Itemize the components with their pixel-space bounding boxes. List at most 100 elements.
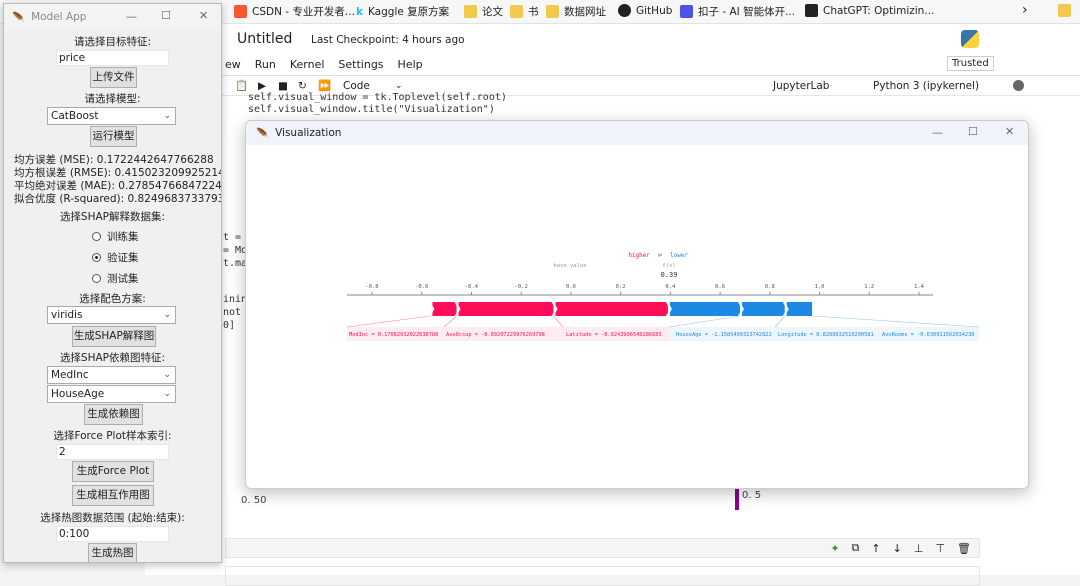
- negative-bar-segment: [741, 302, 785, 316]
- bookmark-kaggle[interactable]: k Kaggle 复原方案: [356, 4, 449, 19]
- color-select[interactable]: viridis ⌄: [47, 306, 176, 324]
- code-line: self.visual_window.title("Visualization"…: [248, 104, 495, 115]
- generate-force-plot-button[interactable]: 生成Force Plot: [72, 461, 154, 482]
- chevron-down-icon[interactable]: ⌄: [395, 80, 403, 91]
- kaggle-icon: k: [356, 5, 363, 18]
- bookmark-chatgpt[interactable]: ChatGPT: Optimizin...: [805, 4, 934, 17]
- github-icon: [618, 4, 631, 17]
- lower-label: lower: [670, 252, 688, 259]
- maximize-button[interactable]: ☐: [161, 9, 171, 22]
- axis-tick-label: -0.8: [365, 284, 378, 290]
- bookmark-coze[interactable]: 扣子 - AI 智能体开...: [680, 4, 795, 19]
- model-value: CatBoost: [51, 110, 99, 122]
- dependence-feature-2-select[interactable]: HouseAge ⌄: [47, 385, 176, 403]
- bookmark-github[interactable]: GitHub: [618, 4, 672, 17]
- code-cell[interactable]: [225, 566, 980, 586]
- close-button[interactable]: ✕: [1005, 125, 1015, 138]
- output-line: not: [223, 307, 242, 318]
- dependence-feature-1-select[interactable]: MedInc ⌄: [47, 366, 176, 384]
- window-title: Model App: [31, 11, 87, 23]
- folder-icon: [510, 5, 523, 18]
- heatmap-range-input[interactable]: 0:100: [56, 526, 169, 542]
- generate-shap-button[interactable]: 生成SHAP解释图: [72, 326, 156, 347]
- bookmark-folder[interactable]: [1058, 4, 1071, 17]
- plot-tick: 0. 5: [742, 490, 762, 501]
- radio-validation[interactable]: 验证集: [92, 250, 139, 265]
- segment-chevron: [454, 302, 461, 316]
- target-label: 请选择目标特征:: [73, 36, 152, 48]
- run-icon[interactable]: ▶: [258, 79, 267, 92]
- positive-bar-segment: [458, 302, 554, 316]
- restart-icon[interactable]: ↻: [298, 79, 307, 92]
- stop-icon[interactable]: ■: [278, 79, 288, 92]
- feature-label: Latitude = -0.9243906549286685: [566, 332, 662, 338]
- axis-tick-label: -0.6: [415, 284, 428, 290]
- ai-sparkle-icon[interactable]: ✦: [830, 541, 840, 555]
- feature-label: AveOccup = -0.09207229976269798: [446, 332, 545, 338]
- label-connector: [553, 315, 564, 328]
- title-bar: 🪶 Model App — ☐ ✕: [4, 4, 221, 30]
- delete-icon[interactable]: 🗑: [957, 541, 971, 555]
- axis-tick-label: 1.2: [864, 284, 874, 290]
- radio-label: 训练集: [107, 231, 139, 243]
- force-plot: higher ⇄ lower base value f(x) 0.39 -0.8…: [346, 251, 980, 341]
- move-up-icon[interactable]: ↑: [871, 541, 881, 555]
- menu-settings[interactable]: Settings: [338, 58, 384, 71]
- insert-above-icon[interactable]: ⊥: [913, 541, 924, 555]
- bookmark-label: 书: [528, 6, 539, 18]
- force-index-label: 选择Force Plot样本索引:: [53, 430, 172, 442]
- menu-help[interactable]: Help: [397, 58, 423, 71]
- run-model-button[interactable]: 运行模型: [90, 126, 137, 147]
- close-button[interactable]: ✕: [199, 9, 209, 22]
- trusted-badge[interactable]: Trusted: [947, 56, 994, 71]
- code-line: = Mo: [223, 245, 248, 256]
- force-index-input[interactable]: 2: [56, 444, 169, 460]
- feather-icon: 🪶: [12, 11, 26, 24]
- base-value-label: base value: [553, 263, 586, 269]
- bookmark-papers[interactable]: 论文: [464, 4, 503, 19]
- minimize-button[interactable]: —: [126, 10, 137, 23]
- bookmark-label: 数据网址: [564, 6, 606, 18]
- notebook-title[interactable]: Untitled: [237, 31, 293, 47]
- fast-forward-icon[interactable]: ⏩: [318, 80, 332, 92]
- menu-kernel[interactable]: Kernel: [289, 58, 325, 71]
- minimize-button[interactable]: —: [932, 126, 943, 139]
- r2-text: 拟合优度 (R-squared): 0.8249683733793027: [14, 193, 222, 205]
- jupyterlab-link[interactable]: JupyterLab: [773, 79, 830, 92]
- insert-below-icon[interactable]: ⊤: [935, 541, 946, 555]
- move-down-icon[interactable]: ↓: [892, 541, 902, 555]
- target-input[interactable]: price: [56, 50, 169, 66]
- duplicate-icon[interactable]: ⧉: [851, 541, 860, 554]
- chevron-down-icon: ⌄: [163, 370, 171, 380]
- generate-dependence-button[interactable]: 生成依赖图: [84, 404, 143, 425]
- generate-heatmap-button[interactable]: 生成热图: [88, 543, 137, 562]
- label-connector: [812, 315, 980, 328]
- menu-view[interactable]: ew: [225, 58, 241, 71]
- mse-text: 均方误差 (MSE): 0.1722442647766288: [14, 154, 214, 166]
- feature-label: Longitude = 0.8288932510290581: [778, 332, 874, 338]
- bookmark-csdn[interactable]: CSDN - 专业开发者...: [234, 4, 355, 19]
- label-connector: [443, 315, 457, 328]
- kernel-name[interactable]: Python 3 (ipykernel): [873, 79, 980, 92]
- paste-icon[interactable]: 📋: [235, 80, 249, 92]
- shap-set-label: 选择SHAP解释数据集:: [59, 211, 166, 223]
- python-logo-icon: [961, 30, 979, 48]
- chevron-down-icon: ⌄: [163, 111, 171, 121]
- chevron-down-icon: ⌄: [163, 310, 171, 320]
- chevron-right-icon[interactable]: ›: [1022, 2, 1028, 18]
- label-connector: [668, 315, 741, 328]
- cell-type-select[interactable]: Code: [343, 79, 370, 92]
- output-line: ining: [223, 294, 254, 305]
- radio-train[interactable]: 训练集: [92, 229, 139, 244]
- axis-tick-label: 1.4: [914, 284, 925, 290]
- generate-interaction-button[interactable]: 生成相互作用图: [72, 485, 154, 506]
- upload-button[interactable]: 上传文件: [90, 67, 137, 88]
- radio-test[interactable]: 测试集: [92, 271, 139, 286]
- folder-icon: [1058, 4, 1071, 17]
- model-select[interactable]: CatBoost ⌄: [47, 107, 176, 125]
- bookmark-data[interactable]: 数据网址: [546, 4, 606, 19]
- bookmark-books[interactable]: 书: [510, 4, 539, 19]
- higher-label: higher: [628, 252, 650, 259]
- menu-run[interactable]: Run: [254, 58, 276, 71]
- maximize-button[interactable]: ☐: [968, 125, 978, 138]
